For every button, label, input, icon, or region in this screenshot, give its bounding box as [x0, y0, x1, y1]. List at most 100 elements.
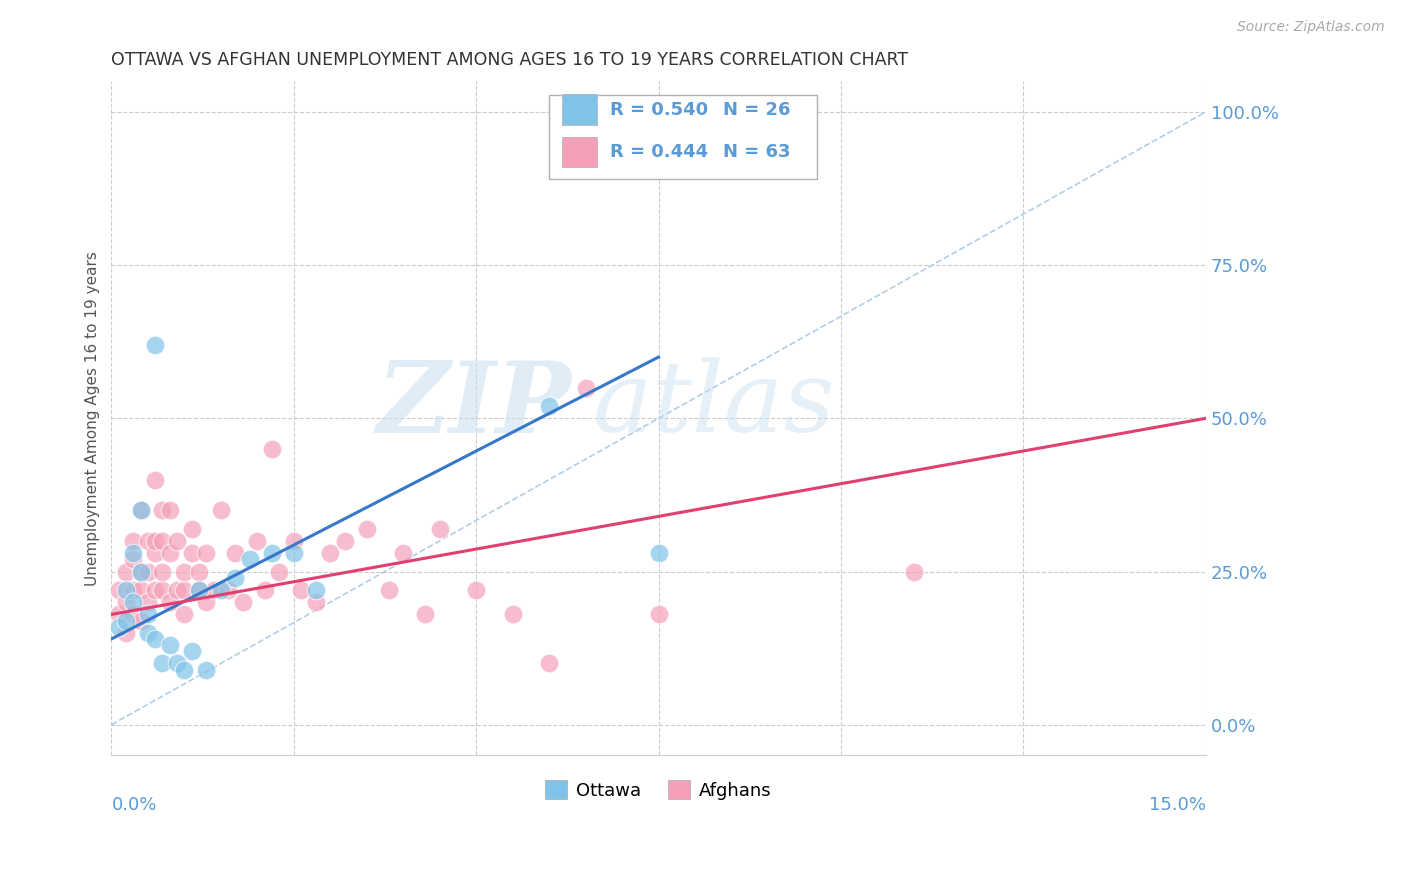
Point [180, 522, 202, 536]
Point [159, 503, 181, 517]
Legend: Ottawa, Afghans: Ottawa, Afghans [538, 773, 779, 807]
Point [159, 595, 181, 609]
Text: R = 0.444: R = 0.444 [610, 143, 709, 161]
Point [217, 582, 239, 597]
Point [429, 522, 451, 536]
Point [290, 582, 312, 597]
Point [377, 582, 399, 597]
Point [143, 533, 166, 548]
Point [115, 625, 138, 640]
Point [122, 607, 145, 622]
Point [305, 582, 328, 597]
Y-axis label: Unemployment Among Ages 16 to 19 years: Unemployment Among Ages 16 to 19 years [86, 251, 100, 586]
Point [224, 571, 246, 585]
Point [305, 595, 328, 609]
Point [195, 595, 218, 609]
Point [647, 607, 669, 622]
Point [152, 657, 174, 671]
Point [166, 533, 188, 548]
Point [224, 546, 246, 560]
Point [232, 595, 254, 609]
Point [319, 546, 342, 560]
Point [166, 657, 188, 671]
Point [413, 607, 436, 622]
Point [195, 546, 218, 560]
Text: 0.0%: 0.0% [111, 796, 157, 814]
Point [188, 582, 211, 597]
Text: N = 63: N = 63 [723, 143, 790, 161]
Point [283, 533, 305, 548]
Point [333, 533, 356, 548]
Point [152, 565, 174, 579]
Point [107, 607, 129, 622]
Text: N = 26: N = 26 [723, 101, 790, 119]
Point [538, 399, 561, 413]
Point [129, 582, 152, 597]
Point [136, 533, 159, 548]
Point [173, 582, 195, 597]
Point [107, 620, 129, 634]
Point [122, 546, 145, 560]
Point [152, 582, 174, 597]
Point [136, 595, 159, 609]
Point [159, 546, 181, 560]
FancyBboxPatch shape [550, 95, 817, 179]
Point [166, 582, 188, 597]
Point [115, 582, 138, 597]
Point [122, 582, 145, 597]
Point [188, 582, 211, 597]
Point [173, 663, 195, 677]
Text: Source: ZipAtlas.com: Source: ZipAtlas.com [1237, 20, 1385, 34]
Point [647, 546, 669, 560]
Point [129, 565, 152, 579]
Point [136, 565, 159, 579]
Point [143, 338, 166, 352]
Point [129, 614, 152, 628]
Point [136, 625, 159, 640]
Point [143, 632, 166, 646]
Point [202, 582, 225, 597]
Point [269, 565, 291, 579]
Point [122, 533, 145, 548]
Point [392, 546, 415, 560]
Point [180, 546, 202, 560]
Text: atlas: atlas [593, 357, 835, 452]
Point [115, 565, 138, 579]
Point [903, 565, 925, 579]
Point [122, 595, 145, 609]
Point [260, 546, 283, 560]
Point [246, 533, 269, 548]
Point [180, 644, 202, 658]
Point [188, 565, 211, 579]
Point [209, 582, 232, 597]
Point [152, 503, 174, 517]
Point [129, 565, 152, 579]
Point [253, 582, 276, 597]
Text: ZIP: ZIP [375, 357, 571, 453]
Point [195, 663, 218, 677]
Point [143, 582, 166, 597]
Point [129, 503, 152, 517]
Point [239, 552, 262, 566]
Text: OTTAWA VS AFGHAN UNEMPLOYMENT AMONG AGES 16 TO 19 YEARS CORRELATION CHART: OTTAWA VS AFGHAN UNEMPLOYMENT AMONG AGES… [111, 51, 908, 69]
Point [115, 614, 138, 628]
Point [574, 381, 596, 395]
Point [209, 503, 232, 517]
Point [283, 546, 305, 560]
Point [538, 657, 561, 671]
Point [107, 582, 129, 597]
Point [465, 582, 488, 597]
Point [173, 565, 195, 579]
Point [260, 442, 283, 456]
Point [143, 546, 166, 560]
Point [152, 533, 174, 548]
Point [173, 607, 195, 622]
Text: 15.0%: 15.0% [1149, 796, 1206, 814]
Bar [562, 136, 598, 167]
Text: R = 0.540: R = 0.540 [610, 101, 709, 119]
Point [122, 552, 145, 566]
Point [502, 607, 524, 622]
Point [115, 595, 138, 609]
Point [159, 638, 181, 652]
Point [136, 607, 159, 622]
